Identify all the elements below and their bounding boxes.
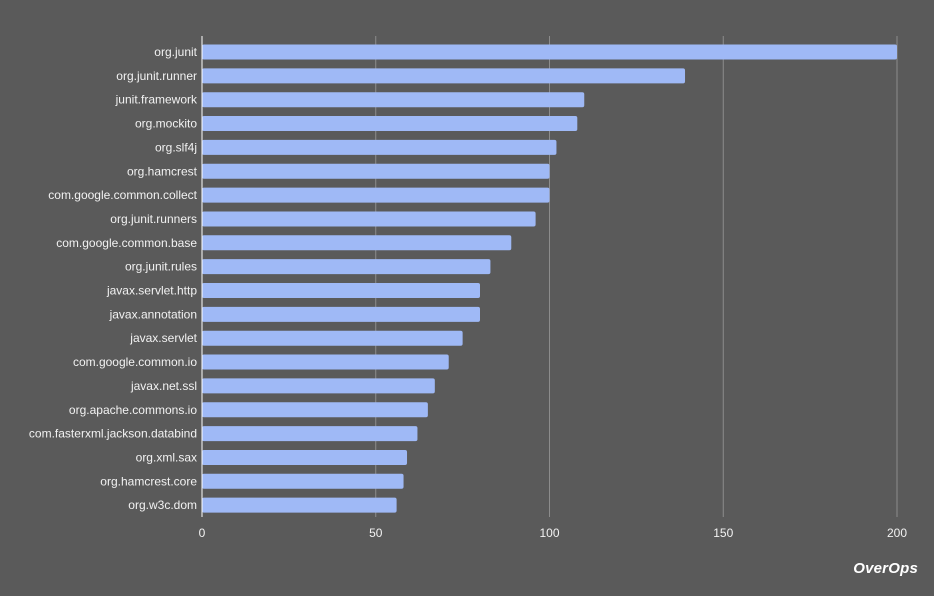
overops-logo: OverOps xyxy=(853,560,918,577)
bar xyxy=(202,116,577,131)
category-label: javax.annotation xyxy=(109,307,197,321)
bar xyxy=(202,283,480,298)
category-label: org.junit.runners xyxy=(110,212,197,226)
brand-text: OverOps xyxy=(853,560,918,577)
bar xyxy=(202,45,897,60)
bar xyxy=(202,450,407,465)
category-label: junit.framework xyxy=(115,93,198,107)
category-label: org.junit xyxy=(154,45,197,59)
category-label: org.apache.commons.io xyxy=(69,403,197,417)
category-label: com.fasterxml.jackson.databind xyxy=(29,427,197,441)
x-tick-label: 0 xyxy=(199,526,206,540)
category-label: org.junit.rules xyxy=(125,260,197,274)
category-labels: org.junit org.junit.runner junit.framework… xyxy=(29,45,198,512)
bar xyxy=(202,140,556,155)
category-label: org.hamcrest xyxy=(127,164,198,178)
category-label: com.google.common.io xyxy=(73,355,197,369)
x-tick-label: 150 xyxy=(713,526,733,540)
category-label: org.slf4j xyxy=(155,140,197,154)
bar xyxy=(202,498,397,513)
bar xyxy=(202,92,584,107)
bar xyxy=(202,259,490,274)
bar xyxy=(202,188,550,203)
category-label: org.xml.sax xyxy=(136,450,197,464)
gridlines xyxy=(376,36,897,517)
bar xyxy=(202,355,449,370)
category-label: org.mockito xyxy=(135,117,197,131)
bar xyxy=(202,211,536,226)
bar xyxy=(202,235,511,250)
x-tick-label: 100 xyxy=(539,526,559,540)
bar xyxy=(202,307,480,322)
bar xyxy=(202,331,463,346)
category-label: com.google.common.base xyxy=(56,236,197,250)
category-label: javax.servlet xyxy=(129,331,197,345)
category-label: org.hamcrest.core xyxy=(100,474,197,488)
category-label: javax.net.ssl xyxy=(130,379,197,393)
bar xyxy=(202,402,428,417)
category-label: org.junit.runner xyxy=(116,69,197,83)
bar xyxy=(202,474,404,489)
category-label: com.google.common.collect xyxy=(48,188,197,202)
bar xyxy=(202,164,550,179)
category-label: javax.servlet.http xyxy=(106,284,197,298)
x-tick-labels: 0 50 100 150 200 xyxy=(199,526,908,540)
x-tick-label: 50 xyxy=(369,526,383,540)
category-label: org.w3c.dom xyxy=(128,498,197,512)
bar xyxy=(202,68,685,83)
x-tick-label: 200 xyxy=(887,526,907,540)
bar xyxy=(202,426,417,441)
bar xyxy=(202,378,435,393)
